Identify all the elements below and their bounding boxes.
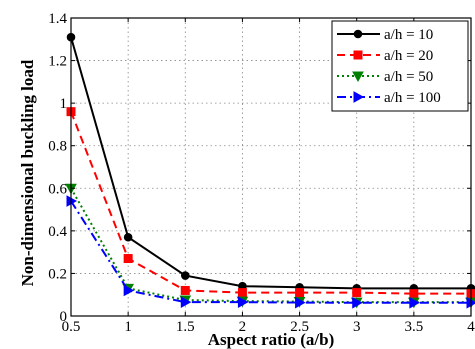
data-point (409, 289, 419, 299)
legend-item: a/h = 10 (337, 27, 433, 43)
x-tick-label: 1.5 (176, 319, 195, 335)
y-tick-label: 0 (60, 309, 68, 325)
data-point (180, 271, 190, 280)
data-point (123, 254, 133, 264)
legend-item: a/h = 50 (337, 69, 433, 85)
legend-label: a/h = 50 (384, 69, 433, 85)
legend-item: a/h = 100 (337, 90, 441, 106)
legend-item: a/h = 20 (337, 48, 433, 64)
series-line (70, 36, 471, 290)
series-layer (65, 32, 475, 309)
y-tick-label: 0.6 (48, 181, 67, 197)
legend-label: a/h = 100 (384, 90, 441, 106)
data-point (237, 288, 247, 298)
series-line (70, 200, 471, 304)
legend: a/h = 10 a/h = 20 a/h = 50 a/h = 100 (331, 20, 469, 112)
series-line (70, 111, 471, 295)
data-point (352, 296, 363, 309)
x-axis-label: Aspect ratio (a/b) (208, 330, 335, 349)
legend-marker (353, 29, 363, 39)
y-tick-label: 1 (60, 96, 68, 112)
y-axis-label: Non-dimensional buckling load (18, 59, 37, 286)
y-tick-label: 0.2 (48, 266, 67, 282)
x-tick-label: 3.5 (404, 319, 423, 335)
data-point (352, 288, 362, 298)
y-tick-label: 0.8 (48, 139, 67, 155)
legend-label: a/h = 10 (384, 27, 433, 43)
x-tick-label: 4 (467, 319, 475, 335)
legend-marker (353, 50, 363, 60)
legend-label: a/h = 20 (384, 48, 433, 64)
x-tick-label: 2.5 (290, 319, 309, 335)
y-tick-label: 1.4 (48, 11, 67, 27)
axis-ticks: 0.5 1 1.5 2 2.5 3 3.5 4 0 0.2 0.4 0.6 0.8 1 1.2 1.4 (48, 11, 475, 335)
y-tick-label: 0.4 (48, 224, 67, 240)
y-tick-label: 1.2 (48, 54, 67, 70)
legend-marker (352, 71, 364, 83)
x-tick-label: 2 (239, 319, 247, 335)
data-point (295, 288, 305, 298)
data-point (295, 296, 306, 309)
x-tick-label: 3 (353, 319, 361, 335)
series-4 (66, 195, 475, 309)
x-tick-label: 0.5 (62, 319, 81, 335)
data-point (123, 284, 135, 297)
data-point (237, 296, 249, 309)
data-point (409, 296, 420, 309)
data-point (180, 285, 190, 295)
plot-area-frame (70, 17, 472, 317)
data-point (123, 232, 133, 242)
data-point (180, 296, 192, 309)
x-tick-label: 1 (124, 319, 132, 335)
legend-marker (353, 91, 365, 103)
series-1 (66, 32, 475, 293)
